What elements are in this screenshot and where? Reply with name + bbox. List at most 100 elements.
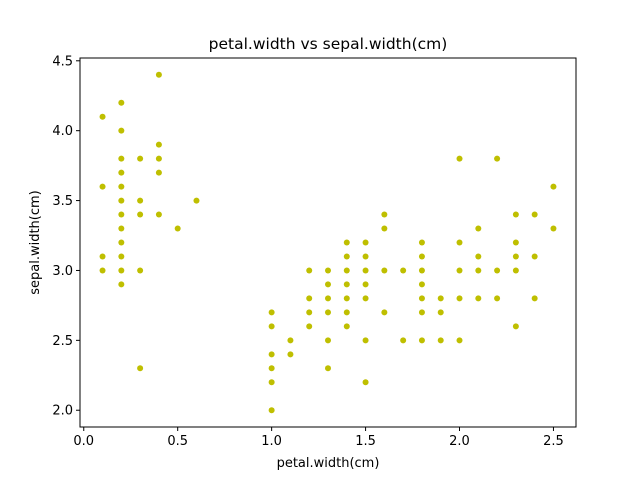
data-point [343, 281, 350, 288]
data-point [343, 295, 350, 302]
data-point [437, 309, 444, 316]
data-point [155, 155, 162, 162]
data-point [494, 267, 501, 274]
data-point [456, 155, 463, 162]
data-point [99, 183, 106, 190]
data-point [456, 239, 463, 246]
data-point [325, 365, 331, 372]
data-point [325, 267, 331, 274]
data-point [550, 183, 557, 190]
data-point [118, 267, 125, 274]
data-point [137, 211, 144, 218]
data-point [118, 127, 125, 134]
data-point [118, 99, 125, 106]
data-point [325, 295, 331, 302]
data-point [418, 253, 425, 260]
data-point [381, 225, 388, 232]
data-point [343, 323, 350, 330]
data-point [456, 337, 463, 344]
data-point [118, 225, 125, 232]
data-point [325, 281, 331, 288]
data-point [362, 267, 369, 274]
x-tick-label: 0.0 [73, 434, 94, 449]
data-point [268, 323, 275, 330]
data-point [475, 267, 482, 274]
plot-frame [79, 57, 577, 428]
data-point [437, 337, 444, 344]
data-point [306, 323, 313, 330]
data-point [362, 337, 369, 344]
data-point [475, 225, 482, 232]
data-point [456, 267, 463, 274]
x-tick-label: 1.5 [355, 434, 376, 449]
data-point [118, 197, 125, 204]
data-point [418, 281, 425, 288]
data-point [174, 225, 181, 232]
data-point [512, 253, 519, 260]
x-axis: 0.0 0.5 1.0 1.5 2.0 2.5 [73, 427, 564, 449]
data-point [512, 211, 519, 218]
data-point [155, 169, 162, 176]
data-point [155, 211, 162, 218]
plot-points [99, 71, 557, 414]
data-point [381, 309, 388, 316]
y-tick-label: 4.0 [52, 124, 73, 139]
data-point [268, 309, 275, 316]
data-point [306, 267, 313, 274]
data-point [400, 267, 407, 274]
data-point [118, 253, 125, 260]
data-point [155, 141, 162, 148]
data-point [268, 351, 275, 358]
data-point [512, 239, 519, 246]
data-point [287, 337, 294, 344]
y-tick-label: 2.5 [52, 334, 73, 349]
data-point [494, 155, 501, 162]
data-point [550, 225, 557, 232]
data-point [381, 211, 388, 218]
y-tick-label: 3.5 [52, 194, 73, 209]
data-point [418, 337, 425, 344]
data-point [512, 323, 519, 330]
data-point [137, 155, 144, 162]
data-point [437, 295, 444, 302]
data-point [343, 267, 350, 274]
data-point [325, 337, 331, 344]
data-point [268, 365, 275, 372]
data-point [137, 365, 144, 372]
x-axis-label: petal.width(cm) [277, 456, 380, 471]
data-point [287, 351, 294, 358]
y-axis-label: sepal.width(cm) [28, 190, 43, 295]
data-point [118, 169, 125, 176]
x-tick-label: 2.5 [543, 434, 564, 449]
data-point [268, 379, 275, 386]
data-point [475, 253, 482, 260]
data-point [99, 267, 106, 274]
data-point [418, 239, 425, 246]
data-point [99, 253, 106, 260]
data-point [325, 309, 331, 316]
data-point [531, 253, 538, 260]
data-point [381, 267, 388, 274]
data-point [343, 239, 350, 246]
data-point [362, 253, 369, 260]
chart-title: petal.width vs sepal.width(cm) [209, 35, 448, 53]
data-point [418, 309, 425, 316]
data-point [118, 281, 125, 288]
data-point [306, 309, 313, 316]
y-tick-label: 4.5 [52, 54, 73, 69]
data-point [362, 295, 369, 302]
data-point [268, 407, 275, 414]
data-point [362, 239, 369, 246]
data-point [118, 183, 125, 190]
data-point [343, 309, 350, 316]
data-point [118, 211, 125, 218]
x-tick-label: 0.5 [167, 434, 188, 449]
y-tick-label: 3.0 [52, 264, 73, 279]
y-tick-label: 2.0 [52, 404, 73, 419]
data-point [494, 295, 501, 302]
y-axis: 2.0 2.5 3.0 3.5 4.0 4.5 [52, 54, 80, 419]
data-point [99, 113, 106, 120]
data-point [512, 267, 519, 274]
data-point [306, 295, 313, 302]
